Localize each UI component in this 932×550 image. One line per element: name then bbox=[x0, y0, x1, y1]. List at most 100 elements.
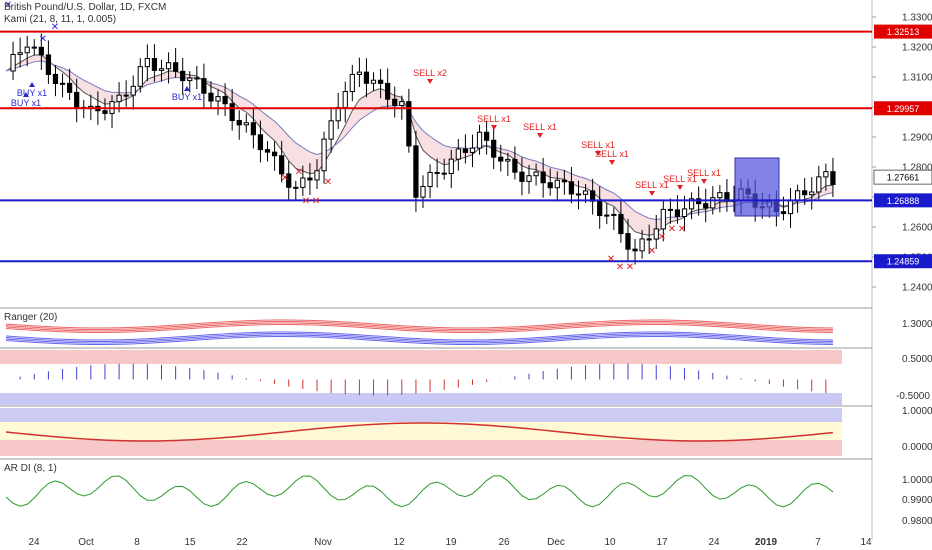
candle bbox=[264, 141, 271, 162]
candle bbox=[533, 163, 539, 186]
x-tick-label: 7 bbox=[815, 537, 821, 548]
candle-body bbox=[399, 101, 405, 106]
candle-body bbox=[24, 46, 30, 54]
candle bbox=[229, 88, 235, 131]
candle bbox=[187, 70, 193, 93]
candle bbox=[349, 64, 355, 102]
candle-body bbox=[483, 131, 490, 141]
level-label-box bbox=[874, 193, 932, 208]
candle bbox=[540, 157, 546, 198]
candle-body bbox=[653, 228, 659, 240]
x-marker-icon: ✕ bbox=[4, 0, 12, 11]
candle bbox=[385, 68, 391, 110]
tdi-line bbox=[5, 422, 834, 442]
candle bbox=[24, 35, 30, 67]
ardi-tick-label: 0.9900 bbox=[902, 495, 932, 506]
last-price-box bbox=[873, 169, 932, 185]
candle bbox=[52, 64, 59, 97]
candle bbox=[130, 75, 136, 110]
candle-body bbox=[512, 158, 518, 173]
x-tick-label: 10 bbox=[604, 537, 616, 548]
x-marker-icon: ✕ bbox=[626, 262, 634, 273]
ranger-tick-label: 1.3000 bbox=[902, 319, 932, 330]
x-tick-label: 17 bbox=[656, 537, 668, 548]
candle bbox=[611, 207, 617, 231]
msi-upper-zone bbox=[0, 350, 842, 364]
candle-body bbox=[356, 71, 363, 75]
candle-body bbox=[413, 145, 419, 198]
x-tick-label: Dec bbox=[547, 537, 565, 548]
buy-arrow-icon bbox=[23, 92, 29, 97]
candle-body bbox=[52, 73, 59, 84]
sell-arrow-icon bbox=[609, 160, 615, 165]
x-marker-icon: ✕ bbox=[616, 262, 624, 273]
candle bbox=[10, 41, 16, 80]
candle bbox=[547, 168, 553, 196]
panel-title: AR DI (8, 1) bbox=[4, 463, 57, 474]
candle-body bbox=[582, 190, 589, 195]
sell-signal-label: SELL x2 bbox=[413, 68, 447, 78]
sell-arrow-icon bbox=[701, 179, 707, 184]
candle-body bbox=[717, 192, 723, 199]
candle bbox=[363, 58, 370, 98]
candle bbox=[717, 185, 723, 213]
level-label: 1.24859 bbox=[887, 257, 920, 267]
price-tick-label: 1.24000 bbox=[902, 283, 932, 294]
candle bbox=[307, 163, 313, 195]
candle-body bbox=[286, 173, 292, 188]
candle bbox=[554, 171, 560, 202]
highlight-zone bbox=[734, 157, 780, 217]
x-tick-label: 22 bbox=[236, 537, 248, 548]
price-tick-label: 1.33000 bbox=[902, 13, 932, 24]
candle-body bbox=[681, 208, 688, 218]
x-tick-label: 14 bbox=[860, 537, 872, 548]
last-price-label: 1.27661 bbox=[887, 173, 920, 183]
candle-body bbox=[293, 186, 299, 189]
candle-body bbox=[618, 213, 624, 235]
candle-body bbox=[505, 158, 511, 162]
candle-body bbox=[462, 148, 469, 153]
candle-body bbox=[392, 98, 398, 106]
candle bbox=[38, 33, 44, 70]
price-tick-label: 1.28000 bbox=[902, 163, 932, 174]
candle bbox=[703, 188, 709, 223]
candle-body bbox=[604, 214, 610, 217]
candle-body bbox=[625, 233, 631, 250]
sell-signal-label: SELL x1 bbox=[663, 174, 697, 184]
ranger-upper-band bbox=[5, 322, 833, 332]
candle-body bbox=[568, 181, 575, 195]
candle-body bbox=[540, 171, 546, 184]
candle bbox=[236, 110, 242, 140]
candle bbox=[66, 68, 73, 100]
level-label-box bbox=[874, 254, 932, 269]
candle-body bbox=[554, 179, 560, 189]
candle-body bbox=[144, 58, 150, 68]
candle-body bbox=[420, 186, 426, 198]
candle-body bbox=[363, 71, 370, 84]
candle bbox=[787, 188, 794, 228]
candle bbox=[300, 165, 306, 197]
candle bbox=[413, 130, 419, 212]
tdi-lower-zone bbox=[0, 440, 842, 456]
candle bbox=[823, 163, 829, 191]
candle-body bbox=[59, 82, 66, 85]
candle-body bbox=[455, 148, 461, 160]
kami-fast-line bbox=[5, 54, 833, 236]
level-label-box bbox=[874, 101, 932, 116]
candle-body bbox=[17, 52, 23, 55]
level-label: 1.26888 bbox=[887, 196, 920, 206]
ranger-lower-band bbox=[5, 333, 833, 343]
candle bbox=[314, 159, 320, 189]
x-marker-icon: ✕ bbox=[312, 196, 320, 207]
sell-signal-label: SELL x1 bbox=[687, 168, 721, 178]
candle-body bbox=[187, 77, 193, 82]
candle bbox=[377, 68, 384, 99]
candle-body bbox=[236, 120, 242, 126]
x-tick-label: 8 bbox=[134, 537, 140, 548]
x-marker-icon: ✕ bbox=[324, 177, 332, 188]
candle bbox=[604, 203, 610, 225]
candle bbox=[519, 157, 525, 196]
candle-body bbox=[611, 213, 617, 216]
x-marker-icon: ✕ bbox=[648, 246, 656, 257]
